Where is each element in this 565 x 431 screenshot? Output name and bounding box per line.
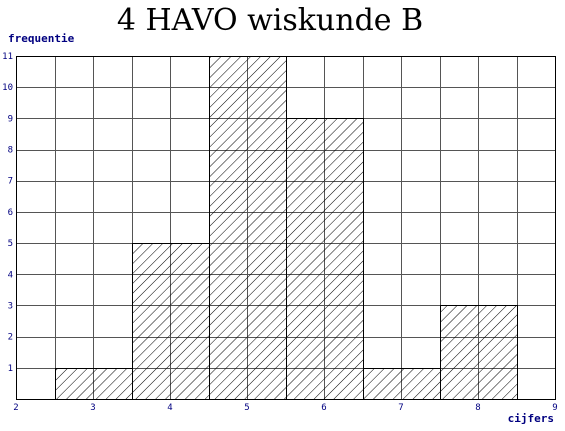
y-tick-label: 3 [8,301,13,311]
x-tick-label: 6 [321,403,326,413]
x-tick-label: 3 [90,403,95,413]
y-tick-label: 10 [2,83,13,93]
x-tick-label: 8 [475,403,480,413]
chart-title: 4 HAVO wiskunde B [117,3,423,38]
y-tick-label: 1 [8,364,13,374]
y-tick-label: 6 [8,208,13,218]
y-tick-label: 7 [8,177,13,187]
y-tick-labels: 1 2 3 4 5 6 7 8 9 10 11 [2,52,13,374]
x-tick-label: 9 [552,403,557,413]
x-axis-label: cijfers [508,412,554,425]
x-tick-label: 5 [244,403,249,413]
x-tick-label: 4 [167,403,172,413]
plot-frame [16,56,556,400]
bars [55,56,518,400]
y-axis-label: frequentie [8,32,75,45]
y-tick-label: 8 [8,146,13,156]
y-tick-label: 9 [8,114,13,124]
x-tick-label: 7 [398,403,403,413]
y-tick-label: 5 [8,239,13,249]
y-tick-label: 4 [8,270,13,280]
x-tick-labels: 2 3 4 5 6 7 8 9 [13,403,557,413]
y-tick-label: 2 [8,333,13,343]
histogram-bar [209,56,287,400]
y-tick-label: 11 [2,52,13,62]
histogram-bar [363,368,441,400]
histogram-bar [440,305,518,400]
histogram-bar [132,243,210,400]
histogram-bar [55,368,133,400]
x-tick-label: 2 [13,403,18,413]
histogram-bar [286,118,364,400]
